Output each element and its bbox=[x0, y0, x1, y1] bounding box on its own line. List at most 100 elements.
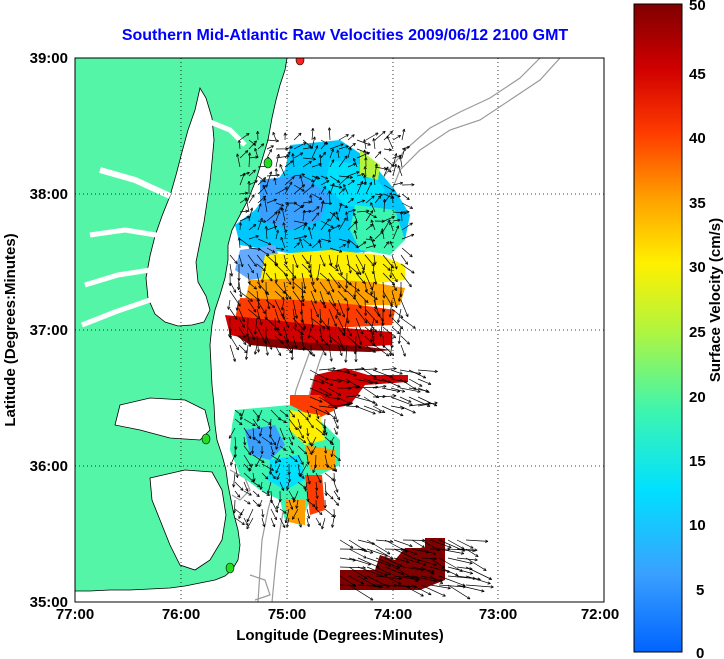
velocity-arrow-head bbox=[255, 140, 257, 144]
velocity-arrow bbox=[338, 203, 342, 213]
velocity-arrow bbox=[293, 132, 302, 141]
velocity-arrow-head bbox=[271, 278, 273, 282]
velocity-arrow bbox=[311, 223, 316, 231]
velocity-arrow-head bbox=[345, 288, 347, 292]
velocity-arrow-head bbox=[371, 271, 374, 275]
velocity-arrow-head bbox=[247, 152, 251, 156]
velocity-arrow-head bbox=[260, 143, 264, 145]
velocity-arrow bbox=[266, 211, 278, 222]
velocity-arrow-head bbox=[418, 371, 422, 374]
velocity-arrow bbox=[293, 184, 305, 192]
velocity-arrow bbox=[411, 539, 425, 548]
velocity-arrow bbox=[383, 130, 393, 141]
velocity-arrow bbox=[256, 254, 267, 267]
velocity-arrow-head bbox=[369, 181, 372, 185]
velocity-arrow bbox=[324, 490, 334, 500]
velocity-arrow-head bbox=[276, 506, 280, 510]
velocity-arrow-head bbox=[255, 286, 257, 290]
velocity-arrow-head bbox=[285, 524, 288, 528]
velocity-arrow bbox=[299, 175, 304, 186]
velocity-arrow-head bbox=[346, 285, 349, 289]
velocity-arrow-head bbox=[294, 460, 298, 463]
velocity-arrow-head bbox=[269, 279, 273, 282]
velocity-arrow-head bbox=[340, 203, 343, 207]
velocity-arrow-head bbox=[244, 356, 247, 360]
velocity-arrow-head bbox=[312, 136, 316, 140]
velocity-arrow-head bbox=[300, 436, 304, 439]
velocity-arrow-head bbox=[387, 241, 390, 245]
velocity-arrow-head bbox=[259, 486, 262, 490]
velocity-arrow bbox=[373, 254, 376, 265]
velocity-arrow bbox=[347, 143, 356, 150]
velocity-arrow bbox=[401, 222, 413, 231]
velocity-arrow-head bbox=[329, 358, 332, 362]
velocity-arrow bbox=[354, 368, 378, 371]
velocity-arrow-head bbox=[332, 515, 335, 519]
velocity-arrow bbox=[324, 427, 327, 436]
velocity-arrow bbox=[258, 499, 263, 507]
velocity-arrow-head bbox=[275, 211, 278, 216]
velocity-arrow bbox=[438, 557, 463, 572]
velocity-arrow-head bbox=[275, 446, 279, 450]
velocity-arrow-head bbox=[352, 298, 356, 300]
velocity-arrow-head bbox=[282, 437, 286, 441]
velocity-arrow-head bbox=[258, 440, 261, 444]
station-marker bbox=[263, 157, 273, 169]
velocity-arrow bbox=[357, 575, 376, 587]
velocity-arrow-head bbox=[237, 139, 240, 144]
velocity-arrow-head bbox=[307, 415, 311, 418]
velocity-arrow-head bbox=[249, 300, 253, 302]
velocity-arrow-head bbox=[331, 524, 335, 528]
velocity-arrow-head bbox=[262, 524, 265, 528]
velocity-arrow-head bbox=[304, 209, 306, 214]
velocity-arrow-head bbox=[393, 282, 396, 286]
velocity-arrow bbox=[337, 281, 347, 293]
velocity-arrow bbox=[265, 290, 270, 310]
velocity-arrow-head bbox=[242, 263, 244, 267]
velocity-arrow bbox=[401, 202, 413, 209]
velocity-arrow-head bbox=[385, 355, 390, 357]
station-marker bbox=[225, 562, 235, 574]
velocity-arrow-head bbox=[295, 458, 298, 462]
velocity-arrow-head bbox=[338, 381, 342, 383]
velocity-arrow-head bbox=[255, 263, 257, 267]
velocity-arrow-head bbox=[371, 292, 374, 296]
velocity-arrow-head bbox=[298, 474, 301, 478]
velocity-arrow-head bbox=[370, 210, 373, 213]
velocity-arrow-head bbox=[334, 407, 338, 410]
velocity-arrow bbox=[355, 263, 362, 275]
velocity-arrow-head bbox=[308, 209, 312, 212]
velocity-arrow bbox=[320, 238, 331, 242]
velocity-arrow bbox=[234, 481, 244, 491]
velocity-arrow bbox=[338, 134, 349, 141]
velocity-arrow bbox=[288, 445, 294, 454]
velocity-arrow-head bbox=[407, 146, 410, 149]
velocity-arrow-head bbox=[248, 464, 252, 467]
velocity-arrow bbox=[345, 395, 361, 398]
velocity-arrow bbox=[281, 299, 285, 311]
velocity-arrow-head bbox=[353, 157, 356, 161]
velocity-arrow-head bbox=[308, 461, 310, 465]
velocity-arrow-head bbox=[317, 495, 319, 499]
velocity-arrow-head bbox=[373, 583, 376, 587]
velocity-arrow-head bbox=[295, 265, 299, 268]
velocity-arrow-head bbox=[318, 154, 321, 158]
velocity-arrow-head bbox=[407, 196, 410, 200]
velocity-arrow bbox=[327, 378, 342, 383]
velocity-arrow-head bbox=[298, 524, 302, 528]
velocity-arrow bbox=[243, 454, 252, 467]
velocity-arrow bbox=[233, 472, 236, 488]
velocity-arrow-head bbox=[371, 342, 374, 347]
velocity-arrow-head bbox=[338, 224, 341, 228]
velocity-arrow-head bbox=[236, 286, 239, 290]
velocity-arrow-head bbox=[299, 336, 302, 340]
velocity-arrow bbox=[279, 517, 286, 528]
velocity-arrow bbox=[261, 418, 272, 425]
velocity-arrow bbox=[229, 344, 236, 362]
velocity-arrow bbox=[301, 272, 306, 290]
velocity-arrow-head bbox=[326, 292, 330, 295]
velocity-arrow bbox=[438, 566, 459, 577]
velocity-arrow-head bbox=[253, 331, 256, 335]
velocity-arrow-head bbox=[271, 452, 274, 456]
velocity-arrow-head bbox=[389, 275, 391, 279]
